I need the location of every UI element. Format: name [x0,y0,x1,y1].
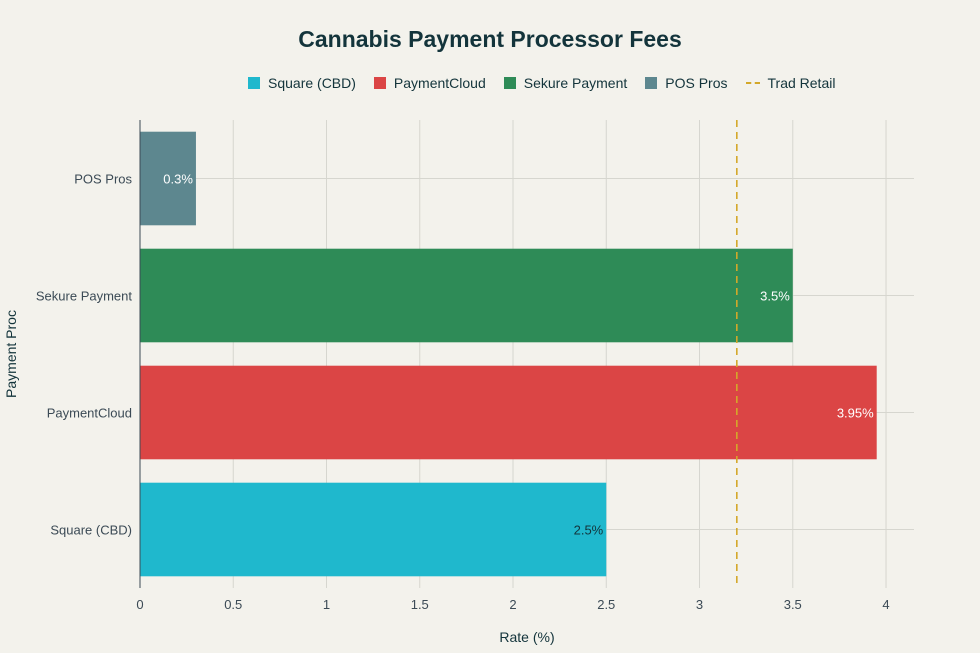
bar-data-label: 0.3% [163,172,193,187]
bar-data-label: 3.5% [760,289,790,304]
x-tick-label: 2.5 [597,597,615,612]
x-tick-label: 0.5 [224,597,242,612]
legend-item-sekure[interactable]: Sekure Payment [503,75,628,91]
x-tick-label: 0 [136,597,143,612]
legend-label-trad-retail: Trad Retail [767,75,836,91]
legend-label-pospros: POS Pros [665,75,728,91]
legend-label-sekure: Sekure Payment [523,75,628,91]
legend-swatch-square [248,77,260,89]
bar-sekure-payment[interactable] [140,248,793,343]
y-tick-label: PaymentCloud [47,406,132,421]
x-tick-label: 3.5 [784,597,802,612]
bar-square-cbd[interactable] [140,482,607,577]
bar-data-label: 3.95% [837,406,874,421]
legend-label-square: Square (CBD) [268,75,356,91]
legend: Square (CBD) PaymentCloud Sekure Payment… [248,75,835,91]
y-tick-label: POS Pros [74,172,132,187]
chart-title: Cannabis Payment Processor Fees [298,26,682,52]
bar-paymentcloud[interactable] [140,365,877,460]
legend-item-square[interactable]: Square (CBD) [248,75,356,91]
legend-swatch-sekure [503,77,516,89]
bars [140,131,877,577]
y-tick-label: Square (CBD) [50,523,132,538]
x-tick-label: 1.5 [411,597,429,612]
bar-pos-pros[interactable] [140,131,196,226]
x-tick-label: 1 [323,597,330,612]
legend-dash-trad-retail [745,82,760,84]
bar-data-label: 2.5% [574,523,604,538]
y-tick-label: Sekure Payment [36,289,132,304]
y-axis-title: Payment Proc [3,310,19,398]
legend-item-pospros[interactable]: POS Pros [645,75,728,91]
axes: 0 0.5 1 1.5 2 2.5 3 3.5 4 Square (CBD) PaymentClou… [36,120,890,612]
x-tick-label: 2 [509,597,516,612]
x-tick-label: 4 [882,597,889,612]
legend-swatch-paymentcloud [373,77,386,89]
data-labels: 2.5% 3.95% 3.5% 0.3% [163,172,874,538]
legend-item-trad-retail[interactable]: Trad Retail [745,75,836,91]
x-tick-label: 3 [696,597,703,612]
legend-item-paymentcloud[interactable]: PaymentCloud [373,75,486,91]
x-axis-title: Rate (%) [499,629,554,645]
legend-label-paymentcloud: PaymentCloud [393,75,486,91]
legend-swatch-pospros [645,77,658,89]
